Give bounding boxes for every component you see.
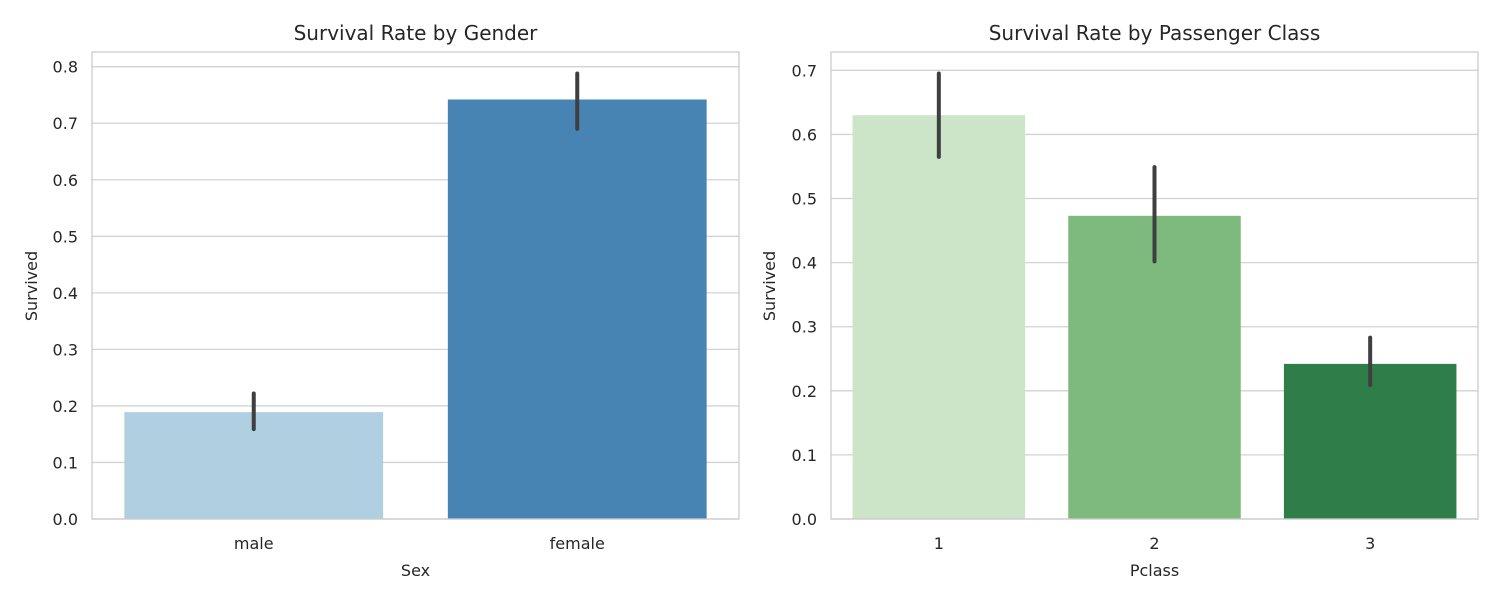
- chart-gender-y-tick-label: 0.7: [53, 114, 78, 133]
- chart-gender-y-tick-label: 0.0: [53, 510, 78, 529]
- chart-gender-y-axis-label: Survived: [22, 251, 41, 321]
- chart-gender-title: Survival Rate by Gender: [294, 21, 539, 45]
- chart-pclass: 0.0 0.1 0.2 0.3 0.4 0.5 0.6 0.7 1 2 3 Survival Ra…: [760, 21, 1479, 580]
- chart-pclass-y-ticks: 0.0 0.1 0.2 0.3 0.4 0.5 0.6 0.7: [792, 61, 817, 529]
- chart-pclass-x-ticks: 1 2 3: [934, 534, 1376, 553]
- chart-gender-x-tick-label: male: [234, 534, 274, 553]
- chart-pclass-bar-2: [1068, 215, 1241, 519]
- chart-gender-x-tick-label: female: [550, 534, 605, 553]
- chart-gender-x-ticks: male female: [234, 534, 605, 553]
- chart-pclass-title: Survival Rate by Passenger Class: [989, 21, 1321, 45]
- chart-gender-error-bars: [251, 71, 580, 432]
- chart-pclass-x-axis-label: Pclass: [1130, 561, 1179, 580]
- chart-gender-y-tick-label: 0.5: [53, 227, 78, 246]
- chart-pclass-bar-1: [852, 115, 1026, 520]
- chart-pclass-bar-3: [1283, 363, 1457, 519]
- chart-gender-y-tick-label: 0.1: [53, 453, 78, 472]
- chart-gender-bars: [124, 99, 707, 520]
- chart-pclass-x-tick-label: 2: [1149, 534, 1159, 553]
- chart-pclass-bars: [852, 115, 1457, 520]
- chart-pclass-y-tick-label: 0.4: [792, 254, 817, 273]
- chart-gender-y-tick-label: 0.4: [53, 284, 78, 303]
- chart-gender-y-ticks: 0.0 0.1 0.2 0.3 0.4 0.5 0.6 0.7 0.8: [53, 58, 78, 529]
- chart-pclass-x-tick-label: 1: [934, 534, 944, 553]
- chart-pclass-error-bars: [936, 71, 1373, 388]
- chart-pclass-y-tick-label: 0.3: [792, 318, 817, 337]
- chart-gender: 0.0 0.1 0.2 0.3 0.4 0.5 0.6 0.7 0.8 male female S…: [22, 21, 740, 580]
- chart-gender-y-tick-label: 0.3: [53, 340, 78, 359]
- chart-gender-bar-female: [447, 99, 707, 520]
- chart-gender-y-tick-label: 0.2: [53, 397, 78, 416]
- chart-gender-y-tick-label: 0.6: [53, 171, 78, 190]
- chart-pclass-frame: [830, 51, 1479, 520]
- chart-pclass-y-tick-label: 0.7: [792, 61, 817, 80]
- chart-gender-y-tick-label: 0.8: [53, 58, 78, 77]
- chart-pclass-y-tick-label: 0.0: [792, 510, 817, 529]
- chart-gender-frame: [91, 51, 740, 520]
- chart-pclass-y-tick-label: 0.6: [792, 125, 817, 144]
- chart-pclass-x-tick-label: 3: [1365, 534, 1375, 553]
- chart-pclass-y-tick-label: 0.2: [792, 382, 817, 401]
- chart-gender-x-axis-label: Sex: [401, 561, 430, 580]
- chart-pclass-y-axis-label: Survived: [760, 251, 779, 321]
- chart-pclass-y-tick-label: 0.1: [792, 446, 817, 465]
- chart-pclass-y-tick-label: 0.5: [792, 190, 817, 209]
